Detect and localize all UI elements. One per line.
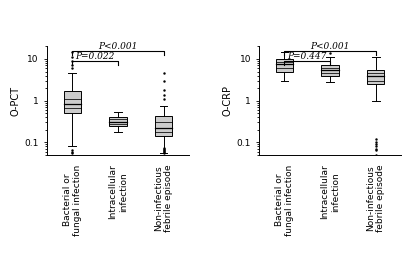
Text: P<0.001: P<0.001 <box>310 42 350 51</box>
Bar <box>276 59 293 71</box>
Bar <box>367 70 384 84</box>
Bar <box>64 91 81 113</box>
Y-axis label: O-PCT: O-PCT <box>10 86 21 116</box>
Text: P=0.447: P=0.447 <box>288 52 327 61</box>
Text: P=0.022: P=0.022 <box>76 52 115 61</box>
Bar <box>109 117 127 126</box>
Y-axis label: O-CRP: O-CRP <box>222 85 233 116</box>
Text: P<0.001: P<0.001 <box>98 42 138 51</box>
Bar <box>321 66 339 76</box>
Bar <box>155 116 172 136</box>
